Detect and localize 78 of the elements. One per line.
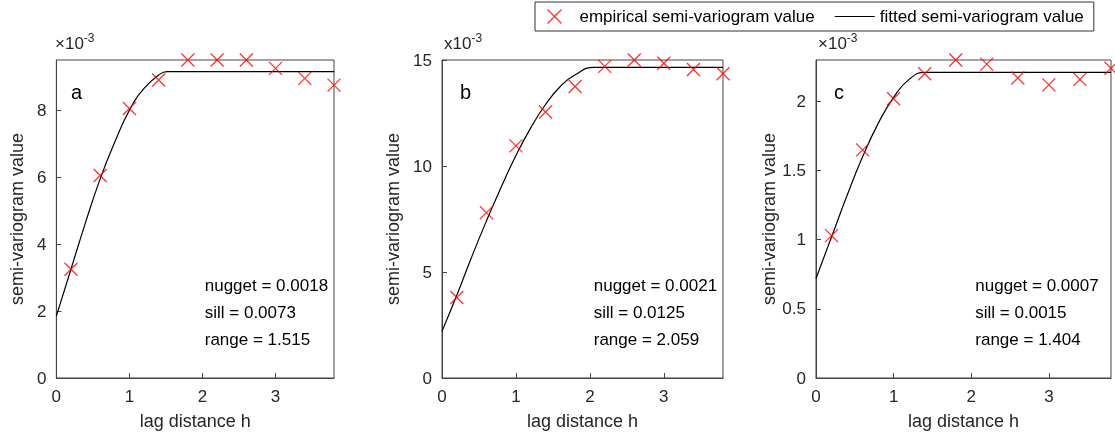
x-tick-label: 0 xyxy=(811,387,821,406)
x-axis-title: lag distance h xyxy=(907,411,1020,431)
point xyxy=(824,228,839,243)
text: a xyxy=(71,81,83,103)
point xyxy=(1041,77,1057,93)
y-tick-label: 6 xyxy=(36,167,47,187)
x-tick-label: 0 xyxy=(51,387,62,406)
point xyxy=(479,205,494,220)
y-tick-label: 10 xyxy=(413,156,432,176)
y-tick-label: 2 xyxy=(796,91,806,111)
y-axis-title: semi-variogram value xyxy=(383,132,404,306)
point xyxy=(597,59,612,74)
point xyxy=(567,79,583,94)
annotation: sill = 0.0073 xyxy=(204,303,296,322)
x-tick-label: 3 xyxy=(659,387,669,406)
point xyxy=(297,71,312,86)
point xyxy=(656,56,671,71)
line-series xyxy=(55,71,335,317)
point xyxy=(326,77,342,93)
y-tick-label: 15 xyxy=(413,50,432,70)
point xyxy=(239,52,254,68)
point xyxy=(180,52,196,68)
x-tick-label: 3 xyxy=(1044,387,1054,406)
x-tick-label: 2 xyxy=(197,387,208,406)
x-tick-label: 0 xyxy=(437,387,447,406)
point xyxy=(686,62,701,77)
point xyxy=(93,168,108,183)
point xyxy=(1072,72,1088,87)
point xyxy=(63,262,79,277)
point xyxy=(1010,70,1025,86)
y-tick-label: 4 xyxy=(36,234,47,254)
point xyxy=(122,101,137,116)
y-tick-label: 0 xyxy=(422,368,432,388)
annotation: range = 2.059 xyxy=(593,330,700,349)
annotation: range = 1.404 xyxy=(975,330,1081,349)
text: b xyxy=(460,81,472,103)
x-tick-label: 3 xyxy=(270,387,281,406)
point xyxy=(917,66,932,81)
y-tick-label: 2 xyxy=(36,301,47,321)
x-axis-title: lag distance h xyxy=(139,411,251,431)
x-tick-label: 1 xyxy=(511,387,521,406)
annotation: range = 1.515 xyxy=(204,330,311,349)
y-tick-label: 8 xyxy=(36,100,47,120)
point xyxy=(508,138,524,154)
point xyxy=(715,66,731,81)
x-axis-title: lag distance h xyxy=(526,411,639,431)
y-axis-title: semi-variogram value xyxy=(7,132,27,306)
point xyxy=(209,52,225,68)
x-tick-label: 2 xyxy=(585,387,595,406)
point xyxy=(948,52,963,68)
annotation: nugget = 0.0021 xyxy=(593,276,718,295)
annotation: sill = 0.0125 xyxy=(593,303,685,322)
x-tick-label: 1 xyxy=(888,387,899,406)
y-tick-label: 1.5 xyxy=(782,161,806,181)
text: c xyxy=(834,81,844,103)
y-tick-label: 1 xyxy=(796,230,806,250)
y-tick-label: 5 xyxy=(422,262,432,282)
point xyxy=(449,290,464,305)
x-tick-label: 2 xyxy=(966,387,976,406)
y-tick-label: 0 xyxy=(796,368,806,388)
point xyxy=(151,72,166,88)
legend-label: fitted semi-variogram value xyxy=(879,7,1084,26)
x-tick-label: 1 xyxy=(124,387,135,406)
point xyxy=(268,61,283,76)
annotation: nugget = 0.0007 xyxy=(975,276,1099,295)
point xyxy=(886,91,901,106)
point xyxy=(538,104,553,120)
annotation: nugget = 0.0018 xyxy=(204,276,329,295)
line-series xyxy=(815,71,1112,280)
point xyxy=(855,142,870,158)
y-tick-label: 0 xyxy=(36,368,47,388)
legend-label: empirical semi-variogram value xyxy=(579,7,815,26)
point xyxy=(627,52,642,68)
y-tick-label: 0.5 xyxy=(782,299,806,319)
line-series xyxy=(441,66,724,332)
annotation: sill = 0.0015 xyxy=(975,303,1067,322)
point xyxy=(979,57,994,72)
y-axis-title: semi-variogram value xyxy=(759,132,780,306)
